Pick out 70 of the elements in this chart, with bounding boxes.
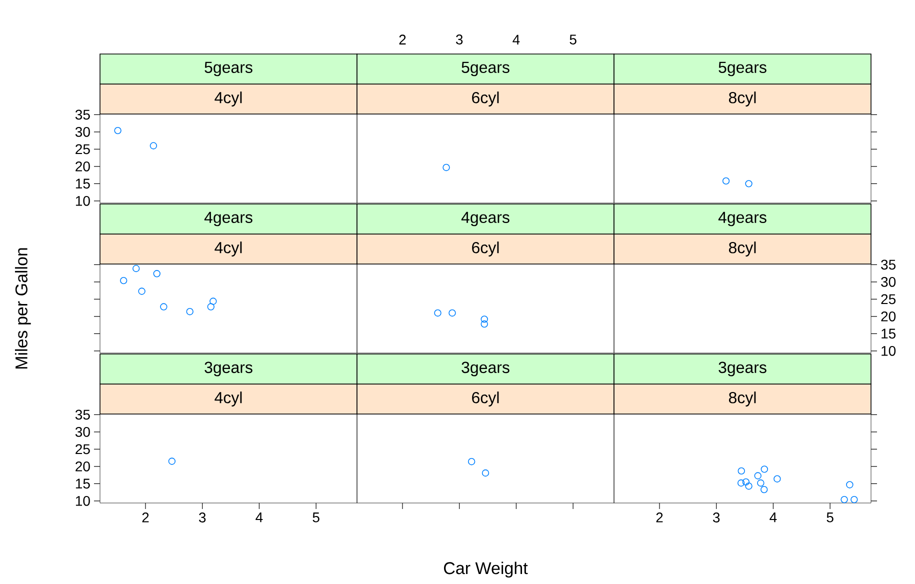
point [754,472,762,480]
point [840,496,848,504]
chart-title: 3gears [718,362,766,376]
x-tick-label: 5 [570,34,576,44]
y-tick-label: 25 [76,444,90,454]
y-tick-label: 30 [75,426,90,437]
point [742,478,750,486]
chart-title: 4gears [718,212,766,226]
x-tick-label: 5 [312,512,320,522]
point [760,486,768,494]
x-tick-label: 2 [142,512,149,522]
y-tick-label: 15 [882,328,896,339]
y-tick-label: 15 [76,178,90,189]
chart-title: 4gears [204,212,252,226]
chart-title: 3gears [462,362,510,376]
chart-subtitle: 8cyl [728,392,756,406]
point [160,303,168,310]
x-tick-label: 3 [198,512,206,522]
y-tick-label: 20 [76,161,90,172]
y-tick-label: 10 [76,496,90,506]
point [850,496,858,504]
chart-title: 5gears [718,62,766,76]
x-tick-label: 3 [456,34,463,44]
y-tick-label: 25 [76,144,90,154]
point [132,264,140,272]
y-tick-label: 35 [75,110,90,120]
x-tick-label: 3 [712,512,720,522]
x-tick-label: 2 [656,512,663,522]
y-axis-title: Miles per Gallon [14,248,31,369]
y-tick-label: 30 [881,276,896,287]
x-tick-label: 4 [256,512,263,522]
chart-subtitle: 8cyl [728,242,756,256]
x-tick-label: 4 [512,34,520,44]
point [210,298,217,305]
chart-title: 5gears [462,62,510,76]
x-axis-title: Car Weight [444,562,528,578]
point [846,481,854,488]
y-tick-label: 20 [881,311,896,322]
chart-subtitle: 4cyl [214,242,242,256]
chart-subtitle: 6cyl [472,392,499,406]
y-tick-label: 25 [881,294,896,304]
y-tick-label: 30 [75,126,90,137]
point [774,475,781,482]
chart-title: 3gears [204,362,252,376]
chart-title: 5gears [204,62,252,76]
chart-subtitle: 4cyl [214,392,242,406]
chart-subtitle: 4cyl [214,92,242,106]
point [207,303,214,310]
x-tick-label: 5 [826,512,834,522]
x-tick-label: 4 [770,512,777,522]
x-tick-label: 2 [399,34,406,44]
point [738,467,745,475]
point [120,276,128,284]
chart-subtitle: 6cyl [472,242,499,256]
chart-title: 4gears [461,212,510,226]
point [737,479,745,487]
point [757,479,764,487]
point [745,482,752,490]
point [760,466,768,473]
y-tick-label: 15 [76,478,90,489]
y-tick-label: 35 [881,260,896,270]
y-tick-label: 10 [882,346,896,356]
y-tick-label: 20 [76,461,90,472]
point [138,288,146,295]
chart-subtitle: 8cyl [728,92,756,106]
y-tick-label: 35 [75,410,90,420]
point [153,270,160,278]
y-tick-label: 10 [76,196,90,206]
chart-subtitle: 6cyl [472,92,499,106]
point [186,308,194,316]
